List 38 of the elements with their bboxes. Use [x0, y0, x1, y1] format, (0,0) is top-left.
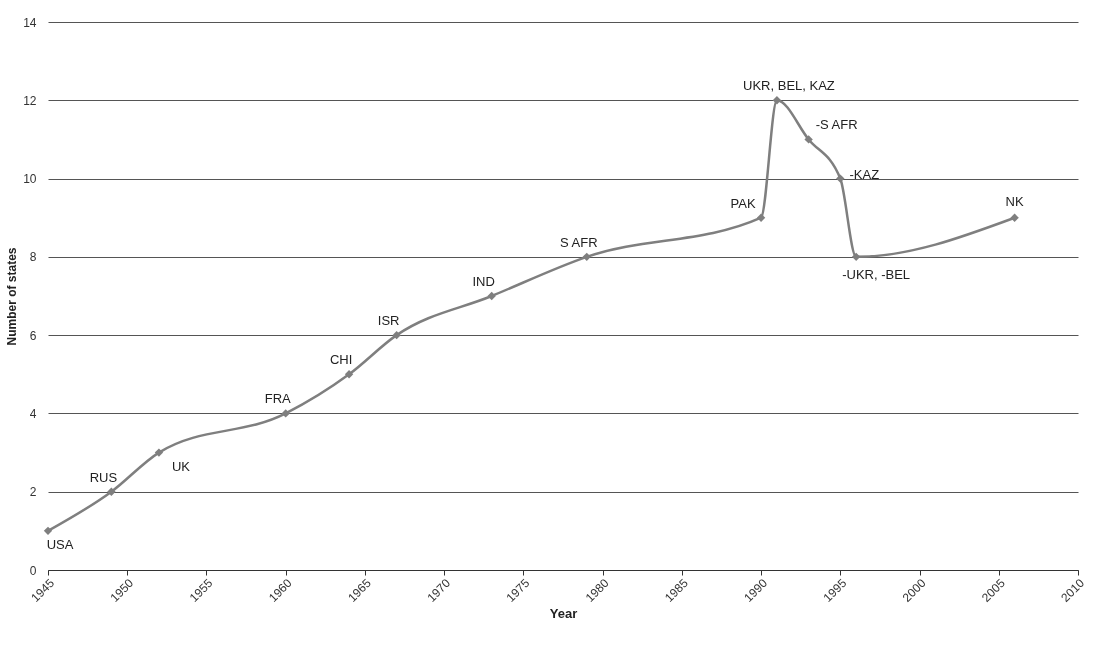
- y-tick-label: 4: [29, 406, 37, 421]
- y-tick-label: 14: [23, 15, 37, 30]
- y-tick-label: 2: [29, 485, 37, 500]
- annotation: S AFR: [559, 234, 598, 250]
- annotation: CHI: [329, 352, 353, 368]
- point: [836, 174, 845, 183]
- annotation: USA: [46, 536, 74, 552]
- y-tick-label: 10: [23, 172, 37, 187]
- point: [804, 135, 813, 144]
- point: [107, 487, 116, 496]
- annotation: RUS: [89, 469, 118, 485]
- annotation: NK: [1005, 193, 1024, 209]
- y-tick-label: 8: [29, 250, 37, 265]
- x-axis-title: Year: [549, 606, 578, 622]
- y-tick-label: 6: [29, 328, 37, 343]
- annotation: FRA: [264, 391, 292, 407]
- annotation: -S AFR: [815, 117, 858, 133]
- annotation: IND: [472, 274, 495, 289]
- point: [772, 96, 782, 105]
- annotation: PAK: [730, 195, 756, 211]
- point: [487, 291, 496, 301]
- annotation: UKR, BEL, KAZ: [743, 78, 835, 94]
- annotation: UK: [171, 458, 191, 474]
- point: [344, 370, 354, 379]
- point: [582, 252, 591, 262]
- annotation: -KAZ: [849, 166, 880, 182]
- point: [851, 252, 861, 262]
- y-axis-title: Number of states: [5, 247, 20, 346]
- annotation: ISR: [377, 313, 400, 329]
- point: [392, 330, 401, 340]
- point: [281, 409, 290, 418]
- point: [154, 448, 164, 457]
- y-tick-label: 12: [23, 93, 37, 108]
- point: [43, 526, 53, 536]
- point: [756, 213, 766, 222]
- y-tick-label: 0: [29, 563, 37, 578]
- annotation: -UKR, -BEL: [842, 266, 911, 282]
- point: [1010, 213, 1019, 222]
